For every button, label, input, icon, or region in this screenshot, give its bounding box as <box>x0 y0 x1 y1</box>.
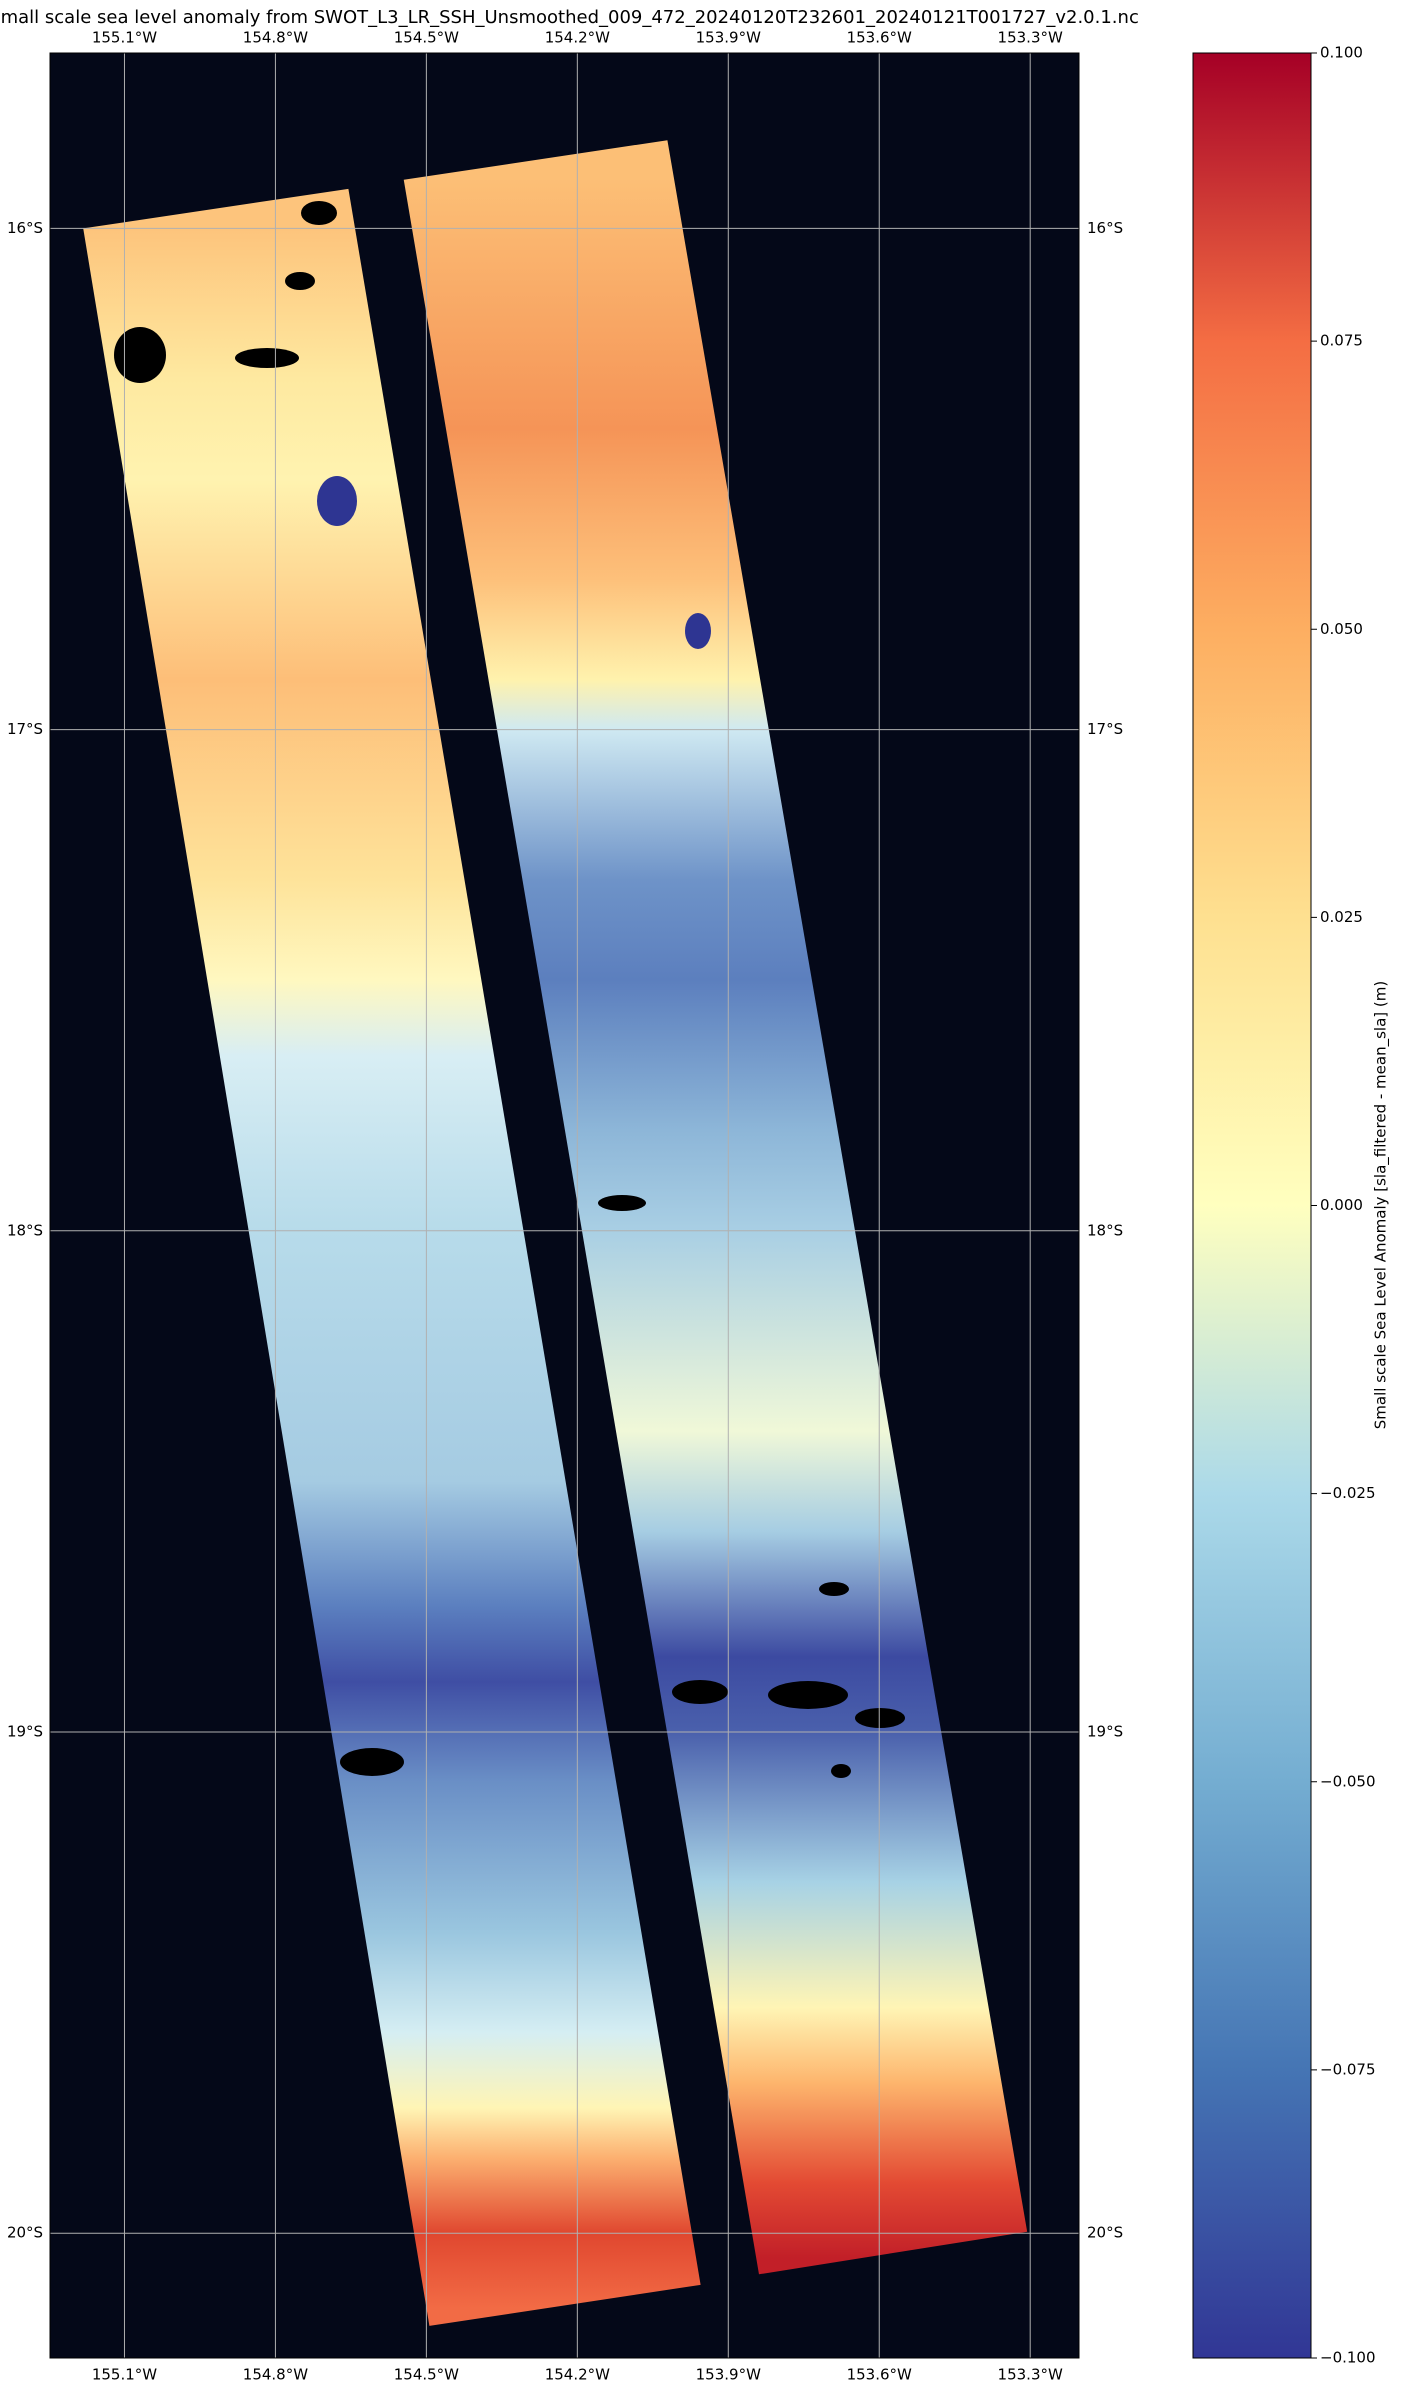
x-tick-label: 153.3°W <box>998 29 1063 47</box>
y-tick-label: 18°S <box>7 1221 43 1239</box>
swath <box>403 140 1028 2275</box>
colorbar-tick-label: 0.000 <box>1320 1196 1363 1214</box>
y-tick-label: 16°S <box>1087 219 1123 237</box>
y-tick-label: 19°S <box>7 1723 43 1741</box>
colorbar-tick-label: 0.100 <box>1320 44 1363 62</box>
x-tick-label: 154.8°W <box>243 29 308 47</box>
colorbar-tick-label: −0.075 <box>1320 2060 1376 2078</box>
x-tick-label: 153.6°W <box>847 2366 912 2384</box>
map-frame <box>49 52 1080 2359</box>
x-tick-label: 155.1°W <box>92 2366 157 2384</box>
x-tick-label: 154.5°W <box>394 2366 459 2384</box>
swath <box>83 188 701 2326</box>
x-tick-label: 154.2°W <box>545 2366 610 2384</box>
y-tick-label: 20°S <box>1087 2224 1123 2242</box>
x-tick-label: 154.5°W <box>394 29 459 47</box>
islands <box>114 201 905 1778</box>
colorbar-label: Small scale Sea Level Anomaly [sla_filte… <box>1372 981 1391 1429</box>
x-tick-label: 153.6°W <box>847 29 912 47</box>
colorbar-tick-label: 0.025 <box>1320 908 1363 926</box>
colorbar-tick-label: 0.075 <box>1320 332 1363 350</box>
map-area <box>83 140 1028 2326</box>
y-tick-label: 17°S <box>1087 720 1123 738</box>
y-tick-label: 18°S <box>1087 1221 1123 1239</box>
x-tick-label: 153.3°W <box>998 2366 1063 2384</box>
x-tick-label: 155.1°W <box>92 29 157 47</box>
x-tick-label: 153.9°W <box>696 29 761 47</box>
y-tick-label: 17°S <box>7 720 43 738</box>
x-tick-label: 154.2°W <box>545 29 610 47</box>
y-tick-label: 20°S <box>7 2224 43 2242</box>
colorbar <box>1192 52 1312 2359</box>
x-tick-label: 154.8°W <box>243 2366 308 2384</box>
colorbar-tick-label: −0.050 <box>1320 1772 1376 1790</box>
x-tick-label: 153.9°W <box>696 2366 761 2384</box>
y-tick-label: 19°S <box>1087 1723 1123 1741</box>
y-tick-label: 16°S <box>7 219 43 237</box>
colorbar-tick-label: −0.100 <box>1320 2349 1376 2367</box>
grid <box>50 53 1079 2358</box>
colorbar-tick-label: −0.025 <box>1320 1484 1376 1502</box>
colorbar-tick-label: 0.050 <box>1320 620 1363 638</box>
chart-title: Small scale sea level anomaly from SWOT_… <box>0 7 1139 28</box>
